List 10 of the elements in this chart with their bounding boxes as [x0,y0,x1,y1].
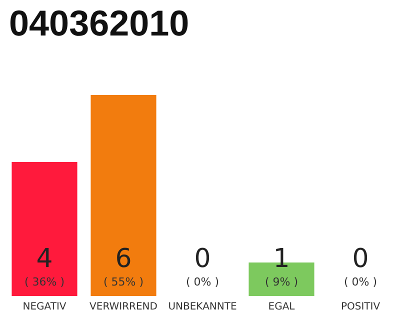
x-tick-label: EGAL [268,302,296,312]
data-label: 6 ( 55% ) [103,244,144,288]
x-tick-label: POSITIV [340,302,380,312]
x-tick-label: NEGATIV [22,302,66,312]
chart-title: 040362010 [9,2,190,44]
x-tick-label: VERWIRREND [90,302,158,312]
data-label: 0 ( 0% ) [344,244,378,288]
x-tick-label: UNBEKANNTE [168,302,237,312]
data-label: 0 ( 0% ) [186,244,220,288]
data-label: 4 ( 36% ) [24,244,65,288]
